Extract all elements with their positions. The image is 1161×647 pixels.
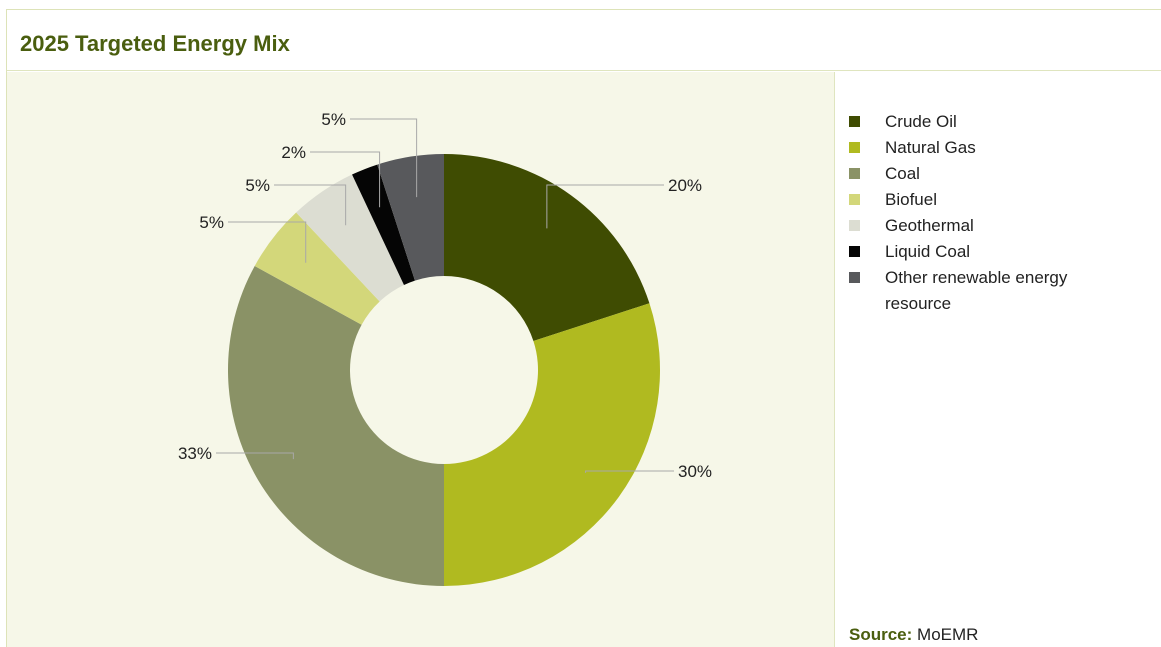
data-label-geothermal: 5% — [245, 176, 270, 195]
chart-frame — [6, 9, 1161, 647]
legend-swatch — [849, 142, 860, 153]
legend-label: Crude Oil — [885, 112, 957, 131]
chart-title: 2025 Targeted Energy Mix — [20, 31, 290, 56]
slice-natural-gas — [444, 303, 660, 586]
leader-line-coal — [216, 452, 294, 460]
leader-line-other-renewable-energy-resource — [350, 118, 418, 198]
leader-line-geothermal — [274, 184, 347, 226]
legend-swatch — [849, 220, 860, 231]
data-label-coal: 33% — [178, 444, 212, 463]
leader-line-biofuel — [228, 221, 307, 263]
slice-other-renewable-energy-resource — [377, 154, 444, 281]
data-label-other-renewable-energy-resource: 5% — [321, 110, 346, 129]
legend-swatch — [849, 246, 860, 257]
data-label-liquid-coal: 2% — [281, 143, 306, 162]
legend-label: Other renewable energy resource — [885, 268, 1068, 313]
slice-geothermal — [296, 174, 404, 302]
legend-swatch — [849, 194, 860, 205]
source-value: MoEMR — [917, 625, 979, 644]
legend-label: Liquid Coal — [885, 242, 971, 261]
data-label-biofuel: 5% — [199, 213, 224, 232]
source-note: Source: MoEMR — [849, 625, 978, 645]
leader-line-liquid-coal — [310, 151, 381, 208]
legend-item-crude-oil: Crude Oil — [849, 109, 1149, 135]
legend-label: Coal — [885, 164, 920, 183]
data-label-crude-oil: 20% — [668, 176, 702, 195]
leader-lines-layer — [216, 118, 674, 473]
legend-label: Natural Gas — [885, 138, 976, 157]
legend-swatch — [849, 168, 860, 179]
slice-crude-oil — [444, 154, 650, 341]
slice-biofuel — [254, 212, 380, 325]
legend: Crude Oil Natural Gas Coal Biofuel Geotherma… — [849, 109, 1149, 317]
legend-item-biofuel: Biofuel — [849, 187, 1149, 213]
legend-label: Geothermal — [885, 216, 974, 235]
title-bar: 2025 Targeted Energy Mix — [7, 10, 1161, 71]
data-label-natural-gas: 30% — [678, 462, 712, 481]
leader-line-natural-gas — [585, 470, 674, 473]
legend-item-coal: Coal — [849, 161, 1149, 187]
legend-swatch — [849, 116, 860, 127]
slices-layer — [228, 154, 660, 586]
slice-coal — [228, 265, 444, 586]
slice-liquid-coal — [352, 164, 415, 285]
legend-item-other-renewable-energy-resource: Other renewable energy resource — [849, 265, 1149, 317]
source-key: Source: — [849, 625, 913, 644]
legend-item-geothermal: Geothermal — [849, 213, 1149, 239]
legend-divider — [834, 72, 835, 647]
data-labels-layer: 20% 30% 33% 5% 5% 2% 5% — [178, 110, 712, 481]
leader-line-crude-oil — [546, 184, 664, 229]
legend-item-liquid-coal: Liquid Coal — [849, 239, 1149, 265]
legend-label: Biofuel — [885, 190, 937, 209]
legend-swatch — [849, 272, 860, 283]
legend-item-natural-gas: Natural Gas — [849, 135, 1149, 161]
